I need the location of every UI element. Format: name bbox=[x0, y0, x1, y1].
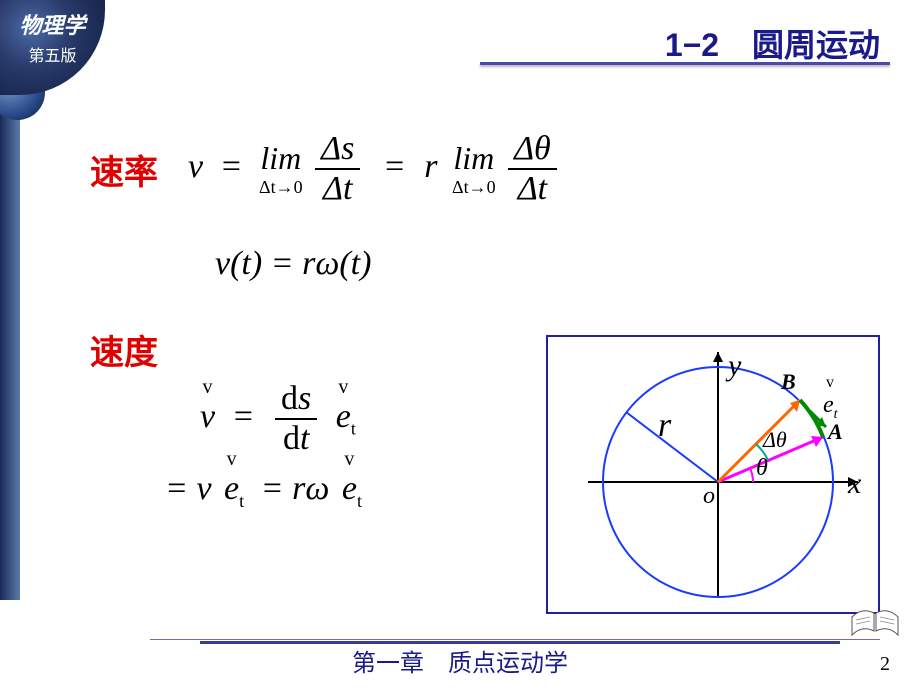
page-number: 2 bbox=[880, 653, 890, 676]
eq1-lim1: lim Δt→0 bbox=[259, 140, 303, 198]
eq1: v = lim Δt→0 Δs Δt = r lim Δt→0 Δθ Δt bbox=[188, 130, 561, 208]
diagram-y: y bbox=[728, 349, 741, 383]
eq3-frac: ddss dt bbox=[275, 380, 317, 458]
circle-diagram: o x y r θ Δθ A B v et bbox=[546, 335, 880, 614]
corner-logo: 物理学 第五版 bbox=[0, 0, 105, 95]
diagram-B: B bbox=[781, 369, 796, 395]
eq1-v: v bbox=[188, 148, 203, 185]
diagram-theta: θ bbox=[756, 455, 768, 482]
velocity-label-row: 速度 bbox=[90, 325, 158, 374]
diagram-et: v et bbox=[823, 392, 838, 423]
eq1-frac2: Δθ Δt bbox=[508, 130, 557, 208]
eq4-et1: v e bbox=[224, 470, 239, 508]
diagram-origin: o bbox=[703, 483, 715, 510]
book-title: 物理学 bbox=[0, 8, 105, 40]
eq1-lim2: lim Δt→0 bbox=[452, 140, 496, 198]
diagram-x: x bbox=[848, 467, 861, 501]
label-speed-rate: 速率 bbox=[90, 145, 158, 194]
eq4-et2: v e bbox=[342, 470, 357, 508]
diagram-r: r bbox=[658, 407, 671, 445]
eq2: v(t) = rω(t) bbox=[215, 245, 371, 283]
left-strip bbox=[0, 110, 20, 600]
eq3-et: v e bbox=[336, 398, 351, 436]
eq4: = v v e t = rω v e t bbox=[165, 470, 362, 512]
section-title: 圆周运动 bbox=[752, 27, 880, 63]
diagram-dtheta: Δθ bbox=[763, 427, 787, 453]
section-header: 1−2 圆周运动 bbox=[665, 20, 880, 66]
eq1-frac1: Δs Δt bbox=[315, 130, 360, 208]
speed-rate-row: 速率 v = lim Δt→0 Δs Δt = r lim Δt→0 Δθ Δt bbox=[90, 130, 561, 208]
label-velocity: 速度 bbox=[90, 335, 158, 372]
footer-chapter: 第一章 质点运动学 bbox=[0, 643, 920, 678]
eq3: v v = ddss dt v e t bbox=[200, 380, 356, 458]
book-icon bbox=[850, 605, 900, 640]
book-edition: 第五版 bbox=[0, 42, 105, 66]
section-number: 1−2 bbox=[665, 27, 719, 63]
diagram-A: A bbox=[828, 419, 843, 445]
header-underline bbox=[480, 62, 890, 65]
eq3-v-vec: v v bbox=[200, 398, 215, 436]
footer-line-thin bbox=[150, 639, 880, 640]
eq1-r: r bbox=[424, 148, 437, 185]
